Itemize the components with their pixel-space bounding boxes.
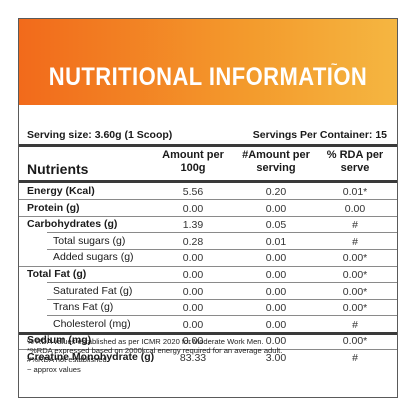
value-rda: 0.01* bbox=[342, 186, 368, 198]
nutrient-label: Total Fat (g) bbox=[27, 268, 87, 280]
value-per-100g: 0.28 bbox=[182, 235, 204, 248]
footnote: ~ approx values bbox=[27, 364, 81, 374]
serving-size: Serving size: 3.60g (1 Scoop) bbox=[27, 129, 173, 141]
row-divider bbox=[19, 348, 397, 350]
value-per-100g: 0.00 bbox=[182, 285, 204, 298]
value-per-100g: 0.00 bbox=[182, 252, 204, 265]
value-rda: 0.00* bbox=[342, 269, 368, 281]
nutrition-panel: NUTRITIONAL INFORMATION ~ Serving size: … bbox=[18, 18, 398, 398]
value-per-100g: 0.00 bbox=[182, 269, 204, 281]
value-per-serving: 0.00 bbox=[265, 202, 287, 215]
value-per-serving: 0.00 bbox=[265, 335, 287, 348]
servings-per-container: Servings Per Container: 15 bbox=[252, 129, 387, 141]
nutrient-label: Carbohydrates (g) bbox=[27, 218, 118, 231]
row-divider bbox=[47, 232, 397, 234]
footnote: *%RDA expressed based on 2000kcal energy… bbox=[27, 346, 283, 356]
value-per-100g: 5.56 bbox=[182, 186, 204, 198]
value-rda: # bbox=[352, 318, 358, 331]
nutrient-label: Protein (g) bbox=[27, 201, 80, 214]
table-header: Nutrients Amount per 100g #Amount per se… bbox=[19, 147, 397, 181]
value-per-serving: 0.00 bbox=[265, 302, 287, 315]
banner-title: NUTRITIONAL INFORMATION bbox=[48, 63, 368, 91]
header-amount-serving: #Amount per serving bbox=[242, 149, 310, 174]
value-per-100g: 83.33 bbox=[179, 352, 207, 364]
nutrient-label: Saturated Fat (g) bbox=[53, 284, 133, 297]
footnotes: % RDA values established as per ICMR 202… bbox=[27, 337, 282, 374]
row-divider bbox=[47, 298, 397, 300]
divider-top bbox=[19, 144, 397, 147]
value-rda: # bbox=[352, 219, 358, 232]
value-per-100g: 1.39 bbox=[182, 219, 204, 232]
table-row: Energy (Kcal) 5.56 0.20 0.01* bbox=[19, 183, 397, 200]
header-amount-100g: Amount per 100g bbox=[162, 149, 224, 174]
value-per-serving: 0.20 bbox=[265, 186, 287, 198]
value-per-100g: 0.00 bbox=[182, 202, 204, 215]
table-row: Cholesterol (mg) 0.00 0.00 # bbox=[19, 316, 397, 333]
table-row: Sodium (mg) 0.00 0.00 0.00* bbox=[19, 332, 397, 349]
serving-info: Serving size: 3.60g (1 Scoop) Servings P… bbox=[27, 129, 389, 143]
table-row: Carbohydrates (g) 1.39 0.05 # bbox=[19, 216, 397, 233]
value-per-serving: 0.00 bbox=[265, 318, 287, 331]
value-rda: 0.00* bbox=[342, 285, 368, 298]
value-rda: 0.00* bbox=[342, 302, 368, 315]
table-row: Creatine Monohydrate (g) 83.33 3.00 # bbox=[19, 349, 397, 366]
value-rda: 0.00 bbox=[344, 202, 366, 215]
value-per-serving: 0.05 bbox=[265, 219, 287, 232]
nutrient-label: Energy (Kcal) bbox=[27, 185, 95, 197]
table-row: Saturated Fat (g) 0.00 0.00 0.00* bbox=[19, 283, 397, 300]
banner-tilde: ~ bbox=[331, 59, 338, 71]
value-rda: 0.00* bbox=[342, 335, 368, 348]
header-nutrients: Nutrients bbox=[27, 161, 89, 177]
value-rda: 0.00* bbox=[342, 252, 368, 265]
divider-bottom bbox=[19, 332, 397, 335]
header-rda: % RDA per serve bbox=[326, 149, 384, 174]
value-per-serving: 0.00 bbox=[265, 285, 287, 298]
table-row: Total Fat (g) 0.00 0.00 0.00* bbox=[19, 266, 397, 283]
title-banner: NUTRITIONAL INFORMATION ~ bbox=[19, 19, 397, 105]
value-per-100g: 0.00 bbox=[182, 318, 204, 331]
divider-header bbox=[19, 180, 397, 183]
value-per-serving: 3.00 bbox=[265, 352, 287, 364]
row-divider bbox=[47, 282, 397, 284]
table-row: Total sugars (g) 0.28 0.01 # bbox=[19, 233, 397, 250]
row-divider bbox=[19, 199, 397, 201]
row-divider bbox=[47, 315, 397, 317]
table-row: Trans Fat (g) 0.00 0.00 0.00* bbox=[19, 299, 397, 316]
value-per-serving: 0.01 bbox=[265, 235, 287, 248]
nutrient-label: Trans Fat (g) bbox=[53, 301, 114, 314]
value-rda: # bbox=[352, 235, 358, 248]
nutrient-label: Total sugars (g) bbox=[53, 234, 126, 247]
nutrient-label: Cholesterol (mg) bbox=[53, 317, 131, 330]
row-divider bbox=[19, 215, 397, 217]
nutrient-label: Added sugars (g) bbox=[53, 251, 134, 264]
nutrient-label: Creatine Monohydrate (g) bbox=[27, 351, 155, 363]
value-rda: # bbox=[352, 352, 358, 364]
value-per-serving: 0.00 bbox=[265, 252, 287, 265]
table-row: Added sugars (g) 0.00 0.00 0.00* bbox=[19, 249, 397, 266]
value-per-100g: 0.00 bbox=[182, 302, 204, 315]
row-divider bbox=[47, 248, 397, 250]
footnote: % RDA values established as per ICMR 202… bbox=[27, 337, 264, 346]
table-row: Protein (g) 0.00 0.00 0.00 bbox=[19, 200, 397, 217]
footnote: #%RDA not established. bbox=[27, 355, 109, 365]
row-divider bbox=[19, 265, 397, 267]
nutrient-label: Sodium (mg) bbox=[27, 334, 92, 347]
value-per-100g: 0.00 bbox=[182, 335, 204, 348]
value-per-serving: 0.00 bbox=[265, 269, 287, 281]
